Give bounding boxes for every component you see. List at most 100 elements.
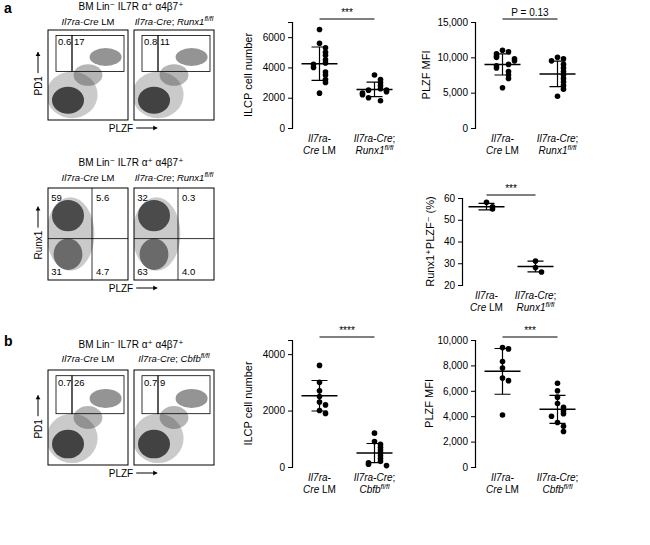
quadrant-value: 0.3	[182, 192, 195, 203]
tick-label: 10,000	[437, 335, 468, 346]
cell-cloud	[134, 197, 180, 271]
gate	[158, 376, 210, 414]
tick-label: 0	[279, 123, 285, 134]
category-line: Il7ra-	[491, 472, 514, 483]
text-segment: fl/fl	[381, 483, 390, 490]
text-segment: Il7ra-	[475, 290, 498, 301]
y-axis: 2030405060	[444, 193, 463, 291]
cell-density	[54, 239, 83, 270]
text-segment: Il7ra-Cre	[62, 172, 102, 183]
flow-subtitle: Il7ra-Cre; Cbfbfl/fl	[138, 352, 210, 364]
tick-label: 10,000	[437, 52, 468, 63]
sd-bar	[495, 54, 511, 75]
data-point	[500, 412, 506, 418]
quadrant-value: 32	[137, 192, 148, 203]
category-label: Il7ra-Cre;Runx1fl/fl	[515, 290, 557, 313]
tick-label: 4,000	[443, 411, 468, 422]
tick-mark	[288, 98, 292, 99]
quadrant-value: 31	[51, 266, 62, 277]
tick-mark	[458, 220, 462, 221]
tick-label: 6,000	[443, 386, 468, 397]
category-line: Runx1fl/fl	[539, 144, 577, 156]
tick: 0	[462, 123, 475, 134]
text-segment: LM	[489, 302, 503, 313]
text-segment: Il7ra-Cre	[62, 353, 102, 364]
figure: abBM Lin⁻ IL7R α⁺ α4β7⁺Il7ra-Cre LM0.617…	[0, 0, 650, 545]
quadrant-value: 59	[51, 192, 62, 203]
data-point	[549, 413, 555, 419]
data-point	[366, 95, 372, 101]
text-segment: fl/fl	[204, 171, 213, 178]
category-line: Il7ra-	[308, 133, 331, 144]
data-point	[317, 363, 323, 369]
flow-title: BM Lin⁻ IL7R α⁺ α4β7⁺	[79, 157, 184, 168]
axis-line	[471, 341, 476, 468]
category-line: Cbfbfl/fl	[542, 483, 573, 495]
arrow-head	[36, 52, 41, 56]
text-segment: LM	[101, 353, 114, 364]
plot-area	[485, 47, 576, 99]
flow-subtitle: Il7ra-Cre; Runx1fl/fl	[135, 15, 214, 27]
tick-label: 0	[462, 462, 468, 473]
flow-ylabel: Runx1	[33, 230, 44, 259]
text-segment: fl/fl	[204, 15, 213, 22]
tick: 0	[279, 123, 292, 134]
significance-bracket	[503, 19, 558, 20]
cell-cloud	[48, 48, 122, 118]
text-segment: Il7ra-	[308, 472, 331, 483]
text-segment: LM	[322, 484, 336, 495]
quadrant-value: 63	[137, 266, 148, 277]
tick-mark	[458, 285, 462, 286]
data-point	[494, 65, 500, 71]
significance: P = 0.13	[511, 7, 549, 18]
arrow-head	[36, 207, 41, 211]
data-point	[366, 87, 372, 93]
flow-xlabel: PLZF	[109, 283, 133, 294]
data-point	[506, 76, 512, 82]
tick-mark	[458, 198, 462, 199]
flow-subtitle: Il7ra-Cre LM	[62, 16, 115, 27]
category-label: Il7ra-Cre LM	[303, 472, 336, 495]
plot-area	[302, 363, 393, 469]
tick: 8,000	[443, 360, 475, 371]
sd-bar	[367, 444, 383, 463]
flow-title: BM Lin⁻ IL7R α⁺ α4β7⁺	[79, 339, 184, 350]
text-segment: Cbfb	[359, 484, 381, 495]
tick: 15,000	[437, 17, 475, 28]
data-point	[317, 90, 323, 96]
y-axis-title: PLZF MFI	[420, 51, 432, 100]
tick-mark	[288, 67, 292, 68]
category-line: Cre LM	[486, 484, 519, 495]
text-segment: fl/fl	[201, 352, 210, 359]
tick-mark	[471, 57, 475, 58]
quadrant-line	[178, 188, 179, 280]
flow-ylabel: PD1	[33, 76, 44, 96]
y-axis: 0200040006000	[263, 23, 293, 134]
flow-title: BM Lin⁻ IL7R α⁺ α4β7⁺	[79, 1, 184, 12]
text-segment: LM	[505, 145, 519, 156]
cell-density	[74, 64, 103, 86]
tick-label: 30	[444, 258, 456, 269]
tick-mark	[288, 37, 292, 38]
cell-cloud	[134, 389, 208, 463]
text-segment: Il7ra-Cre	[537, 472, 576, 483]
data-point	[512, 58, 518, 64]
tick: 60	[444, 193, 462, 204]
text-segment: fl/fl	[384, 144, 393, 151]
gate	[142, 35, 158, 71]
y-axis: 020004000	[263, 341, 293, 473]
tick: 0	[279, 462, 292, 473]
y-axis-title: ILCP cell number	[242, 33, 254, 118]
tick: 6,000	[443, 386, 475, 397]
tick: 10,000	[437, 52, 475, 63]
tick-label: 2000	[263, 92, 286, 103]
panel-label: b	[4, 333, 13, 349]
y-axis: 02,0004,0006,0008,00010,000	[437, 335, 475, 473]
data-point	[323, 60, 329, 66]
category-line: Il7ra-Cre;	[537, 472, 579, 483]
tick: 4,000	[443, 411, 475, 422]
data-point	[378, 459, 384, 465]
axis-line	[288, 23, 293, 129]
quadrant-value: 4.0	[182, 266, 195, 277]
tick: 30	[444, 258, 462, 269]
